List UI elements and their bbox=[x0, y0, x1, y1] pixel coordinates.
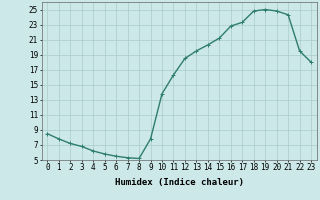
X-axis label: Humidex (Indice chaleur): Humidex (Indice chaleur) bbox=[115, 178, 244, 187]
